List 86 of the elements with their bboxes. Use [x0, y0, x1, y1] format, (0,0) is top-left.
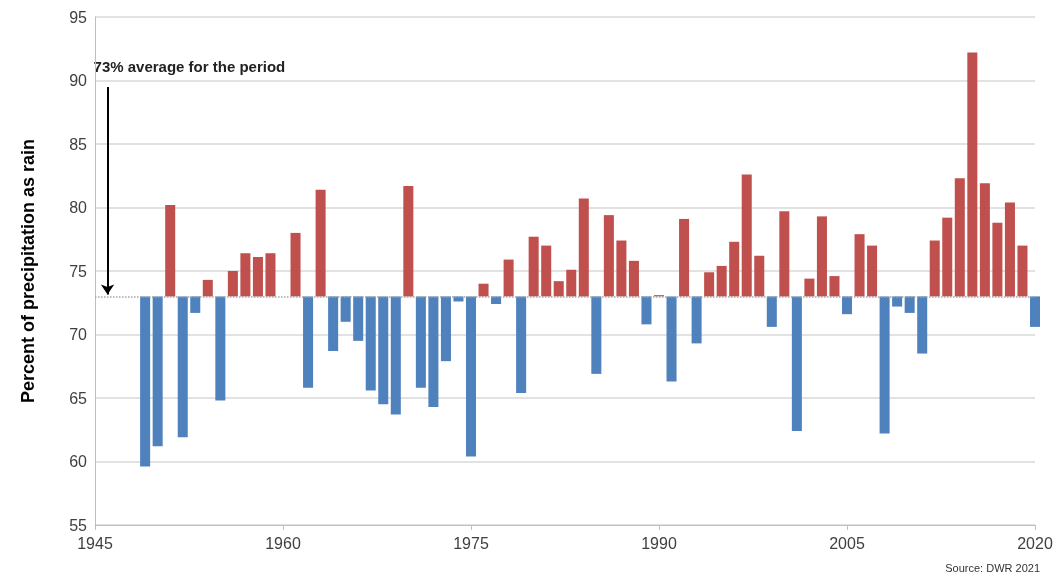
bar	[754, 255, 765, 297]
bar	[1004, 202, 1015, 297]
bar	[252, 257, 263, 297]
bar	[215, 296, 226, 401]
bar	[879, 296, 890, 434]
bar	[691, 296, 702, 344]
bar	[165, 204, 176, 297]
bar	[1017, 245, 1028, 297]
bar	[816, 216, 827, 297]
bar	[541, 245, 552, 297]
y-tick-label: 65	[69, 389, 88, 407]
x-tick-label: 1945	[77, 534, 113, 552]
bar	[227, 271, 238, 297]
y-tick-label: 95	[69, 8, 88, 26]
bar	[240, 253, 251, 297]
bar	[929, 240, 940, 297]
bar	[741, 174, 752, 297]
bar	[516, 296, 527, 393]
bar	[390, 296, 401, 415]
bar	[378, 296, 389, 405]
bar	[303, 296, 314, 388]
x-tick-label: 1975	[453, 534, 489, 552]
bar	[917, 296, 928, 354]
y-tick-label: 75	[69, 262, 88, 280]
bar	[616, 240, 627, 297]
bar	[729, 241, 740, 297]
x-tick-label: 2005	[829, 534, 865, 552]
bar	[779, 211, 790, 297]
bar	[666, 296, 677, 382]
bar	[992, 222, 1003, 297]
bar	[290, 232, 301, 297]
bar	[1029, 296, 1041, 327]
bar	[340, 296, 351, 322]
bar	[177, 296, 188, 438]
y-tick-label: 70	[69, 326, 88, 343]
y-axis-title: Percent of precipitation as rain	[18, 138, 38, 404]
bar	[791, 296, 802, 432]
bar	[591, 296, 602, 374]
bar	[704, 272, 715, 297]
y-tick-label: 80	[69, 199, 88, 216]
bar	[503, 259, 514, 297]
bar	[829, 276, 840, 297]
x-tick-label: 1990	[641, 534, 677, 552]
bar	[854, 234, 865, 297]
bar	[942, 217, 953, 297]
bar	[440, 296, 451, 362]
bar	[465, 296, 477, 457]
x-tick-label: 1960	[265, 534, 301, 552]
bar	[428, 296, 439, 407]
bar	[841, 296, 853, 315]
bar	[566, 269, 577, 297]
bar	[152, 296, 163, 447]
annotation: 73% average for the period	[93, 58, 286, 75]
bar	[804, 278, 815, 297]
bar	[553, 281, 564, 297]
y-tick-label: 90	[69, 72, 88, 89]
bar	[328, 296, 339, 352]
bar	[578, 198, 589, 297]
bar	[190, 296, 201, 313]
bar	[353, 296, 364, 341]
bar	[528, 236, 539, 297]
bar	[967, 52, 978, 297]
bar	[415, 296, 426, 388]
bar	[202, 279, 213, 297]
bar	[867, 245, 878, 297]
bar	[140, 296, 151, 467]
bar	[904, 296, 915, 313]
bar	[403, 185, 414, 297]
x-tick-label: 2020	[1017, 534, 1053, 552]
source-note: Source: DWR 2021	[945, 561, 1040, 574]
y-tick-label: 55	[69, 516, 88, 534]
bar	[478, 283, 489, 297]
y-tick-label: 85	[69, 135, 88, 153]
bar	[641, 296, 652, 325]
bar	[265, 253, 276, 297]
bar	[766, 296, 777, 327]
bar	[603, 215, 614, 297]
y-tick-label: 60	[69, 453, 88, 470]
bar	[315, 189, 326, 297]
bar	[716, 265, 727, 297]
bar	[365, 296, 376, 391]
bar	[628, 260, 639, 297]
bar	[979, 183, 990, 297]
bar	[892, 296, 903, 307]
bar	[679, 218, 690, 297]
bar	[954, 178, 965, 297]
